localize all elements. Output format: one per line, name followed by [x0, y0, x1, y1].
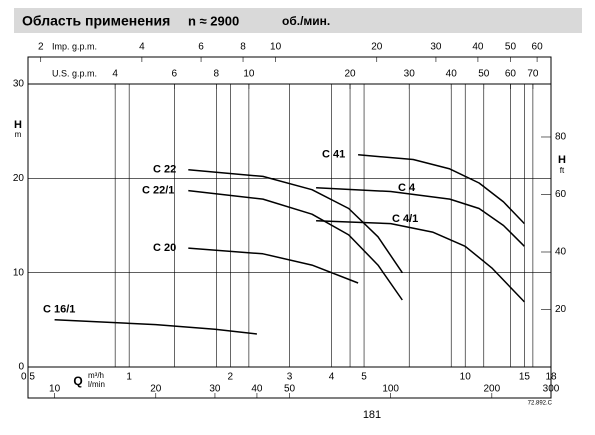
y-unit: m [15, 130, 22, 139]
tick-label: 100 [382, 384, 399, 395]
x-tick-label: 4 [329, 372, 335, 383]
curve-label: C 4/1 [392, 213, 418, 225]
y-label: H [14, 119, 22, 131]
y2-tick-label: 20 [555, 304, 567, 315]
curve-label: C 16/1 [43, 304, 75, 316]
x-tick-label: 0.5 [21, 372, 35, 383]
tick-label: 4 [112, 69, 118, 80]
tick-label: 40 [446, 69, 458, 80]
header-unit: об./мин. [282, 14, 330, 28]
tick-label: 60 [505, 69, 517, 80]
tick-label: 50 [478, 69, 490, 80]
y-tick-label: 0 [18, 362, 24, 373]
tick-label: 4 [139, 42, 145, 53]
tick-label: 10 [270, 42, 282, 53]
pump-curve [188, 247, 359, 284]
x2-unit: l/min [88, 380, 105, 389]
x-tick-label: 2 [228, 372, 234, 383]
tick-label: 6 [198, 42, 204, 53]
tick-label: 60 [532, 42, 544, 53]
tick-label: 20 [371, 42, 383, 53]
curve-label: C 4 [398, 182, 416, 194]
tick-label: 30 [430, 42, 442, 53]
y2-tick-label: 80 [555, 132, 567, 143]
y2-tick-label: 60 [555, 189, 567, 200]
axis-label: U.S. g.p.m. [52, 68, 97, 78]
y-tick-label: 10 [13, 267, 25, 278]
tick-label: 6 [172, 69, 178, 80]
curve-label: C 22/1 [142, 185, 174, 197]
x-tick-label: 10 [460, 372, 472, 383]
tick-label: 30 [404, 69, 416, 80]
x-label: Q [73, 374, 82, 388]
curve-label: C 22 [153, 164, 176, 176]
tick-label: 20 [344, 69, 356, 80]
pump-curve [316, 220, 525, 303]
tick-label: 40 [472, 42, 484, 53]
tick-label: 30 [209, 384, 221, 395]
tick-label: 10 [243, 69, 255, 80]
y2-unit: ft [560, 166, 565, 175]
tick-label: 300 [543, 384, 560, 395]
pump-curve [188, 189, 403, 301]
tick-label: 50 [505, 42, 517, 53]
y-tick-label: 30 [13, 79, 25, 90]
x-tick-label: 18 [545, 372, 557, 383]
tick-label: 10 [49, 384, 61, 395]
y2-label: H [558, 154, 566, 166]
x-tick-label: 5 [361, 372, 367, 383]
tick-label: 2 [38, 42, 44, 53]
tick-label: 8 [214, 69, 220, 80]
curve-label: C 41 [322, 149, 345, 161]
pump-curve [358, 154, 525, 225]
tick-label: 200 [483, 384, 500, 395]
header-title: Область применения [22, 13, 170, 29]
tick-label: 40 [251, 384, 263, 395]
curve-label: C 20 [153, 242, 176, 254]
x-unit: m³/h [88, 371, 104, 380]
tick-label: 50 [284, 384, 296, 395]
tick-label: 70 [527, 69, 539, 80]
header-bar [14, 8, 582, 33]
pump-curve [54, 319, 257, 335]
tick-label: 20 [150, 384, 162, 395]
pump-curve [188, 169, 403, 274]
pump-curve [316, 187, 525, 247]
header-speed: n ≈ 2900 [188, 13, 239, 28]
y-tick-label: 20 [13, 173, 25, 184]
x-tick-label: 3 [287, 372, 293, 383]
y2-tick-label: 40 [555, 247, 567, 258]
x-tick-label: 1 [126, 372, 132, 383]
x-tick-label: 15 [519, 372, 531, 383]
tick-label: 8 [240, 42, 246, 53]
figure-code: 72.892.C [528, 401, 553, 407]
page-number: 181 [363, 409, 381, 421]
axis-label: Imp. g.p.m. [52, 41, 97, 51]
